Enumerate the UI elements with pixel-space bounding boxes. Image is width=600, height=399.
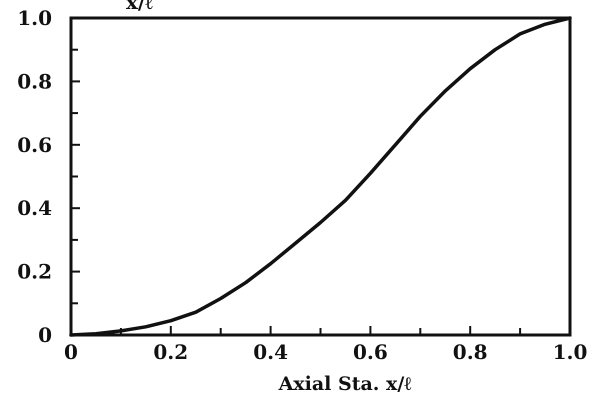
y-tick-label: 0.2	[17, 260, 52, 284]
x-axis-title: Axial Sta. x/ℓ	[278, 373, 412, 395]
y-tick-label: 0	[38, 323, 52, 347]
plot-border	[69, 16, 572, 337]
x-tick-label: 0.2	[153, 340, 188, 364]
x-tick-label: 0	[64, 340, 78, 364]
x-tick-label: 0.6	[353, 340, 388, 364]
x-tick-label: 1.0	[553, 340, 588, 364]
y-tick-label: 1.0	[17, 6, 52, 30]
y-tick-label: 0.6	[17, 133, 52, 157]
series-line	[69, 16, 572, 337]
x-tick-label: 0.8	[453, 340, 488, 364]
y-tick-label: 0.4	[17, 196, 52, 220]
y-tick-label: 0.8	[17, 69, 52, 93]
x-tick-label: 0.4	[253, 340, 288, 364]
axis-labels: 0 0.2 0.4 0.6 0.8 1.0 0 0.2 0.4 0.6 0.8 1.0	[17, 6, 587, 364]
plot-frame	[69, 16, 572, 337]
axis-ticks	[70, 17, 571, 336]
top-label-fragment: x/ℓ	[126, 0, 153, 14]
data-series	[69, 16, 572, 337]
